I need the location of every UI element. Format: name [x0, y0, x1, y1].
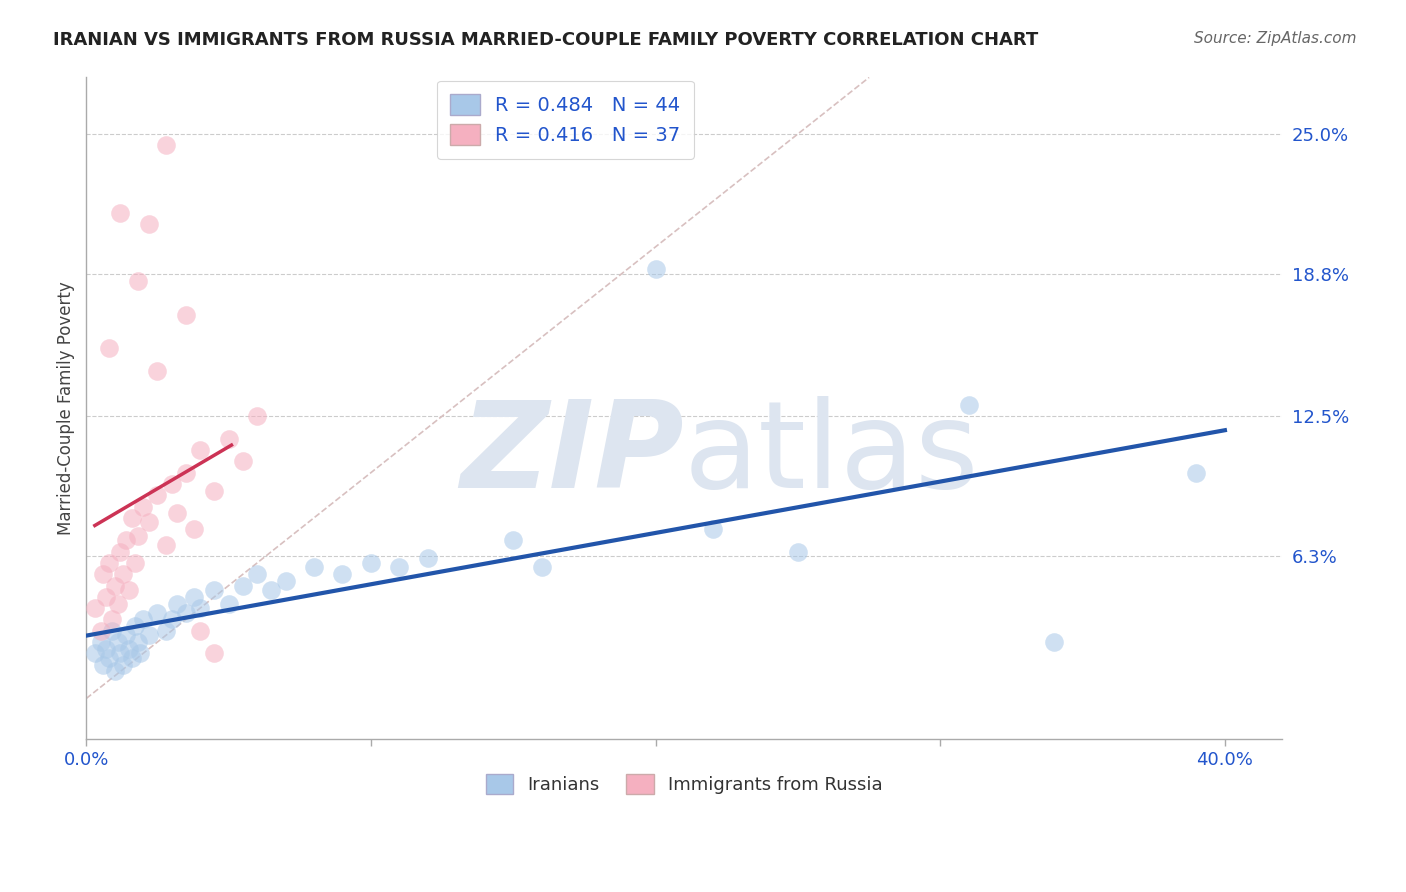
Point: [188, 443, 211, 458]
Point: [787, 544, 810, 558]
Point: [132, 500, 155, 514]
Point: [121, 650, 143, 665]
Text: ZIP: ZIP: [460, 396, 685, 513]
Point: [530, 560, 553, 574]
Point: [127, 529, 149, 543]
Point: [101, 624, 124, 638]
Point: [89, 635, 111, 649]
Point: [146, 488, 169, 502]
Point: [332, 567, 354, 582]
Point: [188, 624, 211, 638]
Point: [124, 619, 146, 633]
Point: [644, 262, 666, 277]
Point: [388, 560, 411, 574]
Point: [166, 506, 188, 520]
Point: [115, 628, 138, 642]
Point: [274, 574, 297, 588]
Text: Source: ZipAtlas.com: Source: ZipAtlas.com: [1194, 31, 1357, 46]
Point: [110, 206, 132, 220]
Point: [183, 590, 205, 604]
Point: [188, 601, 211, 615]
Point: [112, 567, 135, 582]
Point: [129, 646, 152, 660]
Point: [115, 533, 138, 548]
Point: [232, 578, 254, 592]
Point: [118, 641, 141, 656]
Point: [360, 556, 382, 570]
Point: [166, 597, 188, 611]
Point: [132, 612, 155, 626]
Point: [110, 544, 132, 558]
Point: [155, 538, 177, 552]
Point: [702, 522, 724, 536]
Point: [246, 409, 269, 424]
Point: [1043, 635, 1066, 649]
Point: [246, 567, 269, 582]
Point: [160, 477, 183, 491]
Text: atlas: atlas: [685, 396, 980, 513]
Point: [93, 657, 115, 672]
Point: [218, 432, 240, 446]
Point: [127, 274, 149, 288]
Point: [174, 466, 197, 480]
Point: [218, 597, 240, 611]
Point: [96, 590, 118, 604]
Point: [107, 635, 129, 649]
Point: [104, 578, 127, 592]
Point: [1185, 466, 1208, 480]
Point: [83, 601, 105, 615]
Point: [174, 308, 197, 322]
Point: [202, 646, 225, 660]
Point: [202, 483, 225, 498]
Point: [146, 606, 169, 620]
Point: [232, 454, 254, 468]
Point: [98, 556, 121, 570]
Legend: Iranians, Immigrants from Russia: Iranians, Immigrants from Russia: [477, 765, 891, 803]
Point: [155, 624, 177, 638]
Point: [138, 628, 160, 642]
Point: [138, 516, 160, 530]
Point: [104, 665, 127, 679]
Point: [89, 624, 111, 638]
Point: [98, 342, 121, 356]
Point: [202, 583, 225, 598]
Point: [138, 217, 160, 231]
Point: [112, 657, 135, 672]
Point: [957, 398, 980, 412]
Point: [302, 560, 325, 574]
Point: [260, 583, 283, 598]
Point: [416, 551, 439, 566]
Y-axis label: Married-Couple Family Poverty: Married-Couple Family Poverty: [58, 281, 75, 535]
Point: [121, 510, 143, 524]
Point: [98, 650, 121, 665]
Point: [118, 583, 141, 598]
Point: [110, 646, 132, 660]
Point: [124, 556, 146, 570]
Point: [127, 635, 149, 649]
Point: [146, 364, 169, 378]
Point: [502, 533, 524, 548]
Point: [174, 606, 197, 620]
Point: [107, 597, 129, 611]
Point: [183, 522, 205, 536]
Point: [83, 646, 105, 660]
Point: [96, 641, 118, 656]
Text: IRANIAN VS IMMIGRANTS FROM RUSSIA MARRIED-COUPLE FAMILY POVERTY CORRELATION CHAR: IRANIAN VS IMMIGRANTS FROM RUSSIA MARRIE…: [53, 31, 1039, 49]
Point: [155, 138, 177, 153]
Point: [101, 612, 124, 626]
Point: [160, 612, 183, 626]
Point: [93, 567, 115, 582]
